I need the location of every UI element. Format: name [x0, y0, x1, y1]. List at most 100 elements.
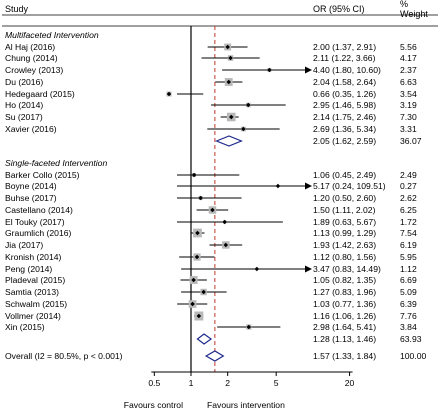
point-estimate [241, 126, 246, 132]
subtotal-diamond [214, 135, 243, 147]
point-estimate [191, 172, 197, 178]
point-estimate [254, 266, 260, 272]
point-estimate [196, 313, 202, 319]
ci-arrow-right [305, 66, 312, 74]
study-weight: 5.95 [400, 252, 417, 262]
point-estimate [201, 289, 206, 295]
study-or-ci: 2.00 (1.37, 2.91) [313, 42, 376, 52]
point-estimate [226, 79, 232, 85]
study-name: Kronish (2014) [5, 252, 62, 262]
point-estimate [195, 230, 200, 236]
subtotal-or-ci: 2.05 (1.62, 2.59) [313, 136, 376, 146]
overall-or-ci: 1.57 (1.33, 1.84) [313, 351, 376, 361]
study-or-ci: 1.20 (0.50, 2.60) [313, 193, 376, 203]
subtotal-weight: 63.93 [400, 334, 422, 344]
study-weight: 7.30 [400, 112, 417, 122]
overall-weight: 100.00 [400, 351, 427, 361]
ci-arrow-right [305, 182, 312, 190]
study-or-ci: 1.27 (0.83, 1.96) [313, 287, 376, 297]
subtotal-weight: 36.07 [400, 136, 422, 146]
x-tick-label: 1 [189, 378, 194, 388]
study-weight: 5.56 [400, 42, 417, 52]
study-weight: 2.49 [400, 170, 417, 180]
x-tick-label: 0.5 [148, 378, 160, 388]
ci-arrow-right [305, 265, 312, 273]
study-name: Su (2017) [5, 112, 43, 122]
point-estimate [228, 55, 233, 61]
study-or-ci: 1.05 (0.82, 1.35) [313, 275, 376, 285]
study-weight: 6.69 [400, 275, 417, 285]
study-weight: 1.12 [400, 264, 417, 274]
study-or-ci: 5.17 (0.24, 109.51) [313, 181, 386, 191]
study-weight: 0.27 [400, 181, 417, 191]
study-or-ci: 1.93 (1.42, 2.63) [313, 240, 376, 250]
study-weight: 2.62 [400, 193, 417, 203]
study-or-ci: 2.95 (1.46, 5.98) [313, 100, 376, 110]
study-name: El Touky (2017) [5, 217, 65, 227]
forest-rows: Multifaceted Intervention Al Haj (2016) 2.… [5, 26, 427, 372]
study-or-ci: 1.89 (0.63, 5.67) [313, 217, 376, 227]
x-tick-label: 5 [274, 378, 279, 388]
subtotal-diamond [196, 333, 213, 345]
header-or-ci: OR (95% CI) [313, 4, 365, 14]
study-or-ci: 0.66 (0.35, 1.26) [313, 89, 376, 99]
study-name: Graumlich (2016) [5, 228, 72, 238]
point-estimate [190, 301, 195, 307]
study-name: Chung (2014) [5, 53, 58, 63]
study-weight: 4.17 [400, 53, 417, 63]
favours-control-label: Favours control [124, 400, 183, 410]
study-name: Du (2016) [5, 77, 43, 87]
study-or-ci: 1.03 (0.77, 1.36) [313, 299, 376, 309]
study-weight: 6.19 [400, 240, 417, 250]
point-estimate [166, 91, 172, 97]
point-estimate [198, 195, 203, 201]
study-or-ci: 2.69 (1.36, 5.34) [313, 124, 376, 134]
point-estimate [225, 44, 230, 50]
point-estimate [267, 67, 272, 73]
x-tick-label: 2 [225, 378, 230, 388]
study-or-ci: 1.16 (1.06, 1.26) [313, 311, 376, 321]
study-or-ci: 1.12 (0.80, 1.56) [313, 252, 376, 262]
study-or-ci: 2.14 (1.75, 2.46) [313, 112, 376, 122]
study-name: Barker Collo (2015) [5, 170, 80, 180]
study-weight: 7.76 [400, 311, 417, 321]
study-or-ci: 2.11 (1.22, 3.66) [313, 53, 376, 63]
study-weight: 1.72 [400, 217, 417, 227]
study-weight: 3.19 [400, 100, 417, 110]
point-estimate [245, 102, 251, 108]
group-title: Multifaceted Intervention [5, 30, 99, 40]
study-weight: 2.37 [400, 65, 417, 75]
study-weight: 3.54 [400, 89, 417, 99]
study-name: Ho (2014) [5, 100, 43, 110]
study-name: Crowley (2013) [5, 65, 63, 75]
study-weight: 7.54 [400, 228, 417, 238]
study-name: Samtia (2013) [5, 287, 59, 297]
study-name: Peng (2014) [5, 264, 52, 274]
study-name: Al Haj (2016) [5, 42, 55, 52]
point-estimate [194, 254, 200, 260]
study-name: Hedegaard (2015) [5, 89, 75, 99]
study-weight: 3.84 [400, 322, 417, 332]
study-weight: 5.09 [400, 287, 417, 297]
study-name: Boyne (2014) [5, 181, 57, 191]
study-name: Castellano (2014) [5, 205, 73, 215]
study-weight: 3.31 [400, 124, 417, 134]
study-name: Jia (2017) [5, 240, 43, 250]
study-or-ci: 1.50 (1.11, 2.02) [313, 205, 376, 215]
study-or-ci: 2.04 (1.58, 2.64) [313, 77, 376, 87]
study-or-ci: 1.06 (0.45, 2.49) [313, 170, 376, 180]
study-weight: 6.25 [400, 205, 417, 215]
point-estimate [228, 114, 234, 120]
point-estimate [246, 324, 252, 330]
study-weight: 6.63 [400, 77, 417, 87]
point-estimate [222, 219, 227, 225]
x-axis: 0.5 1 2 5 20 Favours control Favours intervent… [124, 371, 355, 410]
study-name: Vollmer (2014) [5, 311, 61, 321]
study-name: Schwalm (2015) [5, 299, 67, 309]
study-name: Buhse (2017) [5, 193, 57, 203]
subtotal-or-ci: 1.28 (1.13, 1.46) [313, 334, 376, 344]
point-estimate [275, 183, 281, 189]
group-title: Single-faceted Intervention [5, 158, 107, 168]
study-name: Xavier (2016) [5, 124, 57, 134]
